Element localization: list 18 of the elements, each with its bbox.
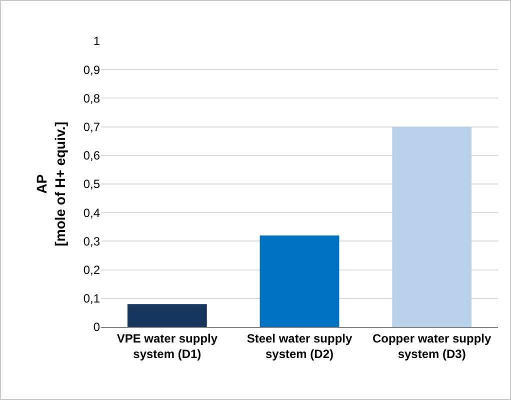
y-tick-label: 0,4 (83, 206, 100, 220)
y-axis-title: AP [mole of H+ equiv.] (34, 122, 68, 246)
y-tick-label: 1 (93, 34, 100, 48)
x-tick-label: Copper water supply system (D3) (372, 331, 492, 361)
y-tick-label: 0,3 (83, 234, 100, 248)
bar (127, 304, 207, 327)
y-tick-label: 0,8 (83, 91, 100, 106)
y-tick-label: 0,2 (83, 263, 100, 277)
y-tick-label: 0 (93, 320, 100, 334)
bar (260, 235, 340, 327)
x-tick-label: VPE water supply system (D1) (116, 331, 218, 361)
y-tick-label: 0,6 (83, 148, 100, 163)
y-tick-label: 0,5 (83, 177, 100, 192)
y-tick-label: 0,7 (83, 120, 100, 134)
y-tick-label: 0,1 (83, 292, 100, 306)
y-tick-label: 0,9 (83, 62, 100, 77)
x-tick-label: Steel water supply system (D2) (246, 331, 353, 361)
bar (392, 126, 472, 327)
